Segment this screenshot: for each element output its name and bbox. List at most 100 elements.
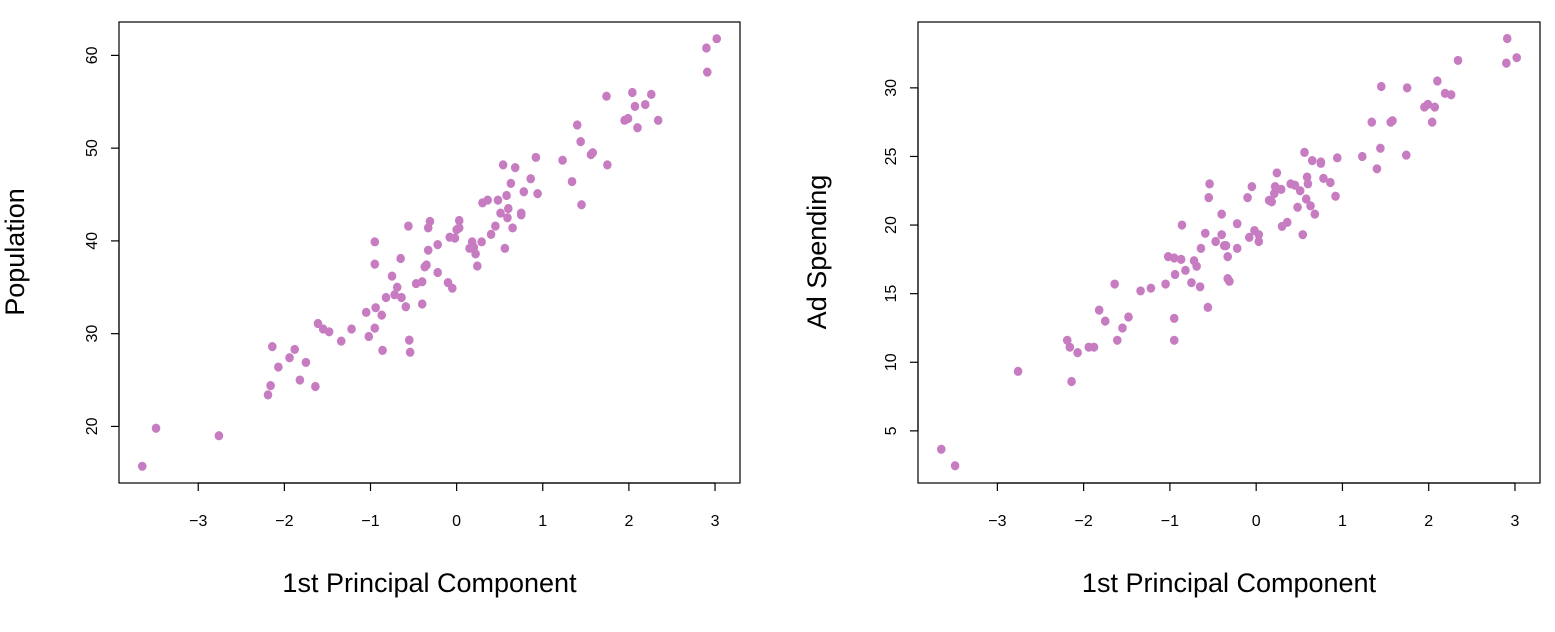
data-point — [1402, 83, 1412, 93]
data-point — [502, 190, 511, 201]
data-point — [1307, 155, 1317, 166]
data-point — [405, 347, 415, 357]
data-point — [1200, 228, 1210, 238]
data-point — [274, 362, 283, 372]
data-point — [646, 89, 656, 99]
data-point — [1267, 197, 1277, 207]
data-point — [347, 324, 356, 334]
y-tick-label: 60 — [84, 46, 101, 64]
data-point — [519, 187, 529, 197]
data-point — [1376, 81, 1386, 92]
data-point — [510, 163, 520, 173]
data-point — [295, 375, 305, 385]
data-point — [572, 120, 582, 130]
x-tick-label: 0 — [452, 513, 461, 530]
data-point — [1269, 188, 1279, 199]
y-tick-label: 10 — [883, 353, 900, 371]
data-point — [1205, 179, 1214, 189]
data-point — [1388, 116, 1397, 126]
data-point — [1430, 102, 1440, 112]
data-point — [1232, 243, 1242, 253]
data-point — [1367, 117, 1377, 127]
data-point — [371, 303, 380, 313]
data-point — [603, 160, 612, 170]
data-point — [397, 292, 406, 303]
x-axis-title: 1st Principal Component — [282, 568, 577, 598]
data-point — [378, 345, 387, 355]
data-point — [1169, 313, 1179, 323]
data-point — [506, 178, 516, 188]
y-axis-title: Ad Spending — [802, 175, 832, 330]
data-point — [473, 261, 482, 271]
data-point — [1187, 278, 1196, 288]
data-point — [290, 344, 300, 355]
data-point — [623, 113, 633, 124]
data-point — [477, 237, 486, 247]
data-point — [1195, 282, 1205, 292]
data-point — [1112, 335, 1122, 345]
data-point — [1169, 335, 1179, 345]
y-tick-label: 50 — [84, 139, 101, 157]
data-point — [576, 137, 585, 147]
data-point — [311, 381, 320, 392]
data-point — [936, 444, 946, 454]
data-point — [361, 307, 371, 317]
data-point — [425, 216, 435, 227]
data-point — [401, 302, 411, 312]
data-point — [1169, 253, 1179, 263]
data-point — [1300, 147, 1309, 157]
data-point — [377, 310, 386, 320]
data-point — [1196, 243, 1206, 253]
data-point — [702, 67, 712, 77]
data-point — [137, 461, 147, 471]
x-tick-label: 1 — [538, 513, 547, 530]
data-point — [1221, 241, 1231, 251]
x-tick-label: 2 — [624, 513, 633, 530]
data-point — [516, 210, 526, 220]
data-point — [390, 290, 399, 300]
data-point — [1433, 76, 1442, 86]
data-point — [1423, 99, 1433, 109]
data-point — [533, 188, 542, 199]
data-point — [1316, 158, 1326, 168]
data-point — [493, 195, 503, 205]
data-point — [1225, 276, 1234, 286]
ad-spending-scatter-panel: 1st Principal Component Ad Spending −3 −2… — [802, 21, 1541, 598]
data-point — [1217, 230, 1226, 240]
data-point — [433, 267, 442, 278]
data-point — [1192, 261, 1201, 271]
data-point — [1100, 316, 1110, 326]
x-tick-label: 3 — [711, 513, 720, 530]
data-point — [630, 101, 640, 112]
data-point — [1118, 323, 1127, 333]
data-point — [503, 213, 512, 223]
data-point — [387, 271, 397, 281]
x-tick-label: −2 — [275, 513, 293, 530]
data-point — [950, 461, 960, 471]
x-tick-label: −3 — [189, 513, 207, 530]
data-point — [370, 259, 380, 269]
data-point — [1272, 168, 1282, 178]
data-point — [496, 208, 505, 218]
data-point — [1453, 55, 1463, 66]
x-axis-title: 1st Principal Component — [1082, 568, 1377, 598]
data-point — [324, 327, 334, 337]
data-point — [285, 353, 294, 363]
data-point — [214, 431, 224, 441]
data-point — [1295, 186, 1305, 196]
data-point — [423, 245, 433, 255]
data-point — [1089, 342, 1099, 352]
data-point — [712, 34, 722, 44]
y-tick-label: 5 — [883, 426, 900, 435]
data-point — [1136, 286, 1145, 296]
data-point — [1203, 302, 1213, 312]
data-point — [1502, 33, 1512, 44]
data-point — [558, 155, 567, 165]
y-tick-label: 20 — [84, 417, 101, 435]
data-point — [450, 233, 460, 243]
data-point — [567, 176, 577, 187]
data-point — [1073, 348, 1082, 358]
data-point — [336, 336, 346, 346]
y-axis-title: Population — [0, 188, 30, 316]
